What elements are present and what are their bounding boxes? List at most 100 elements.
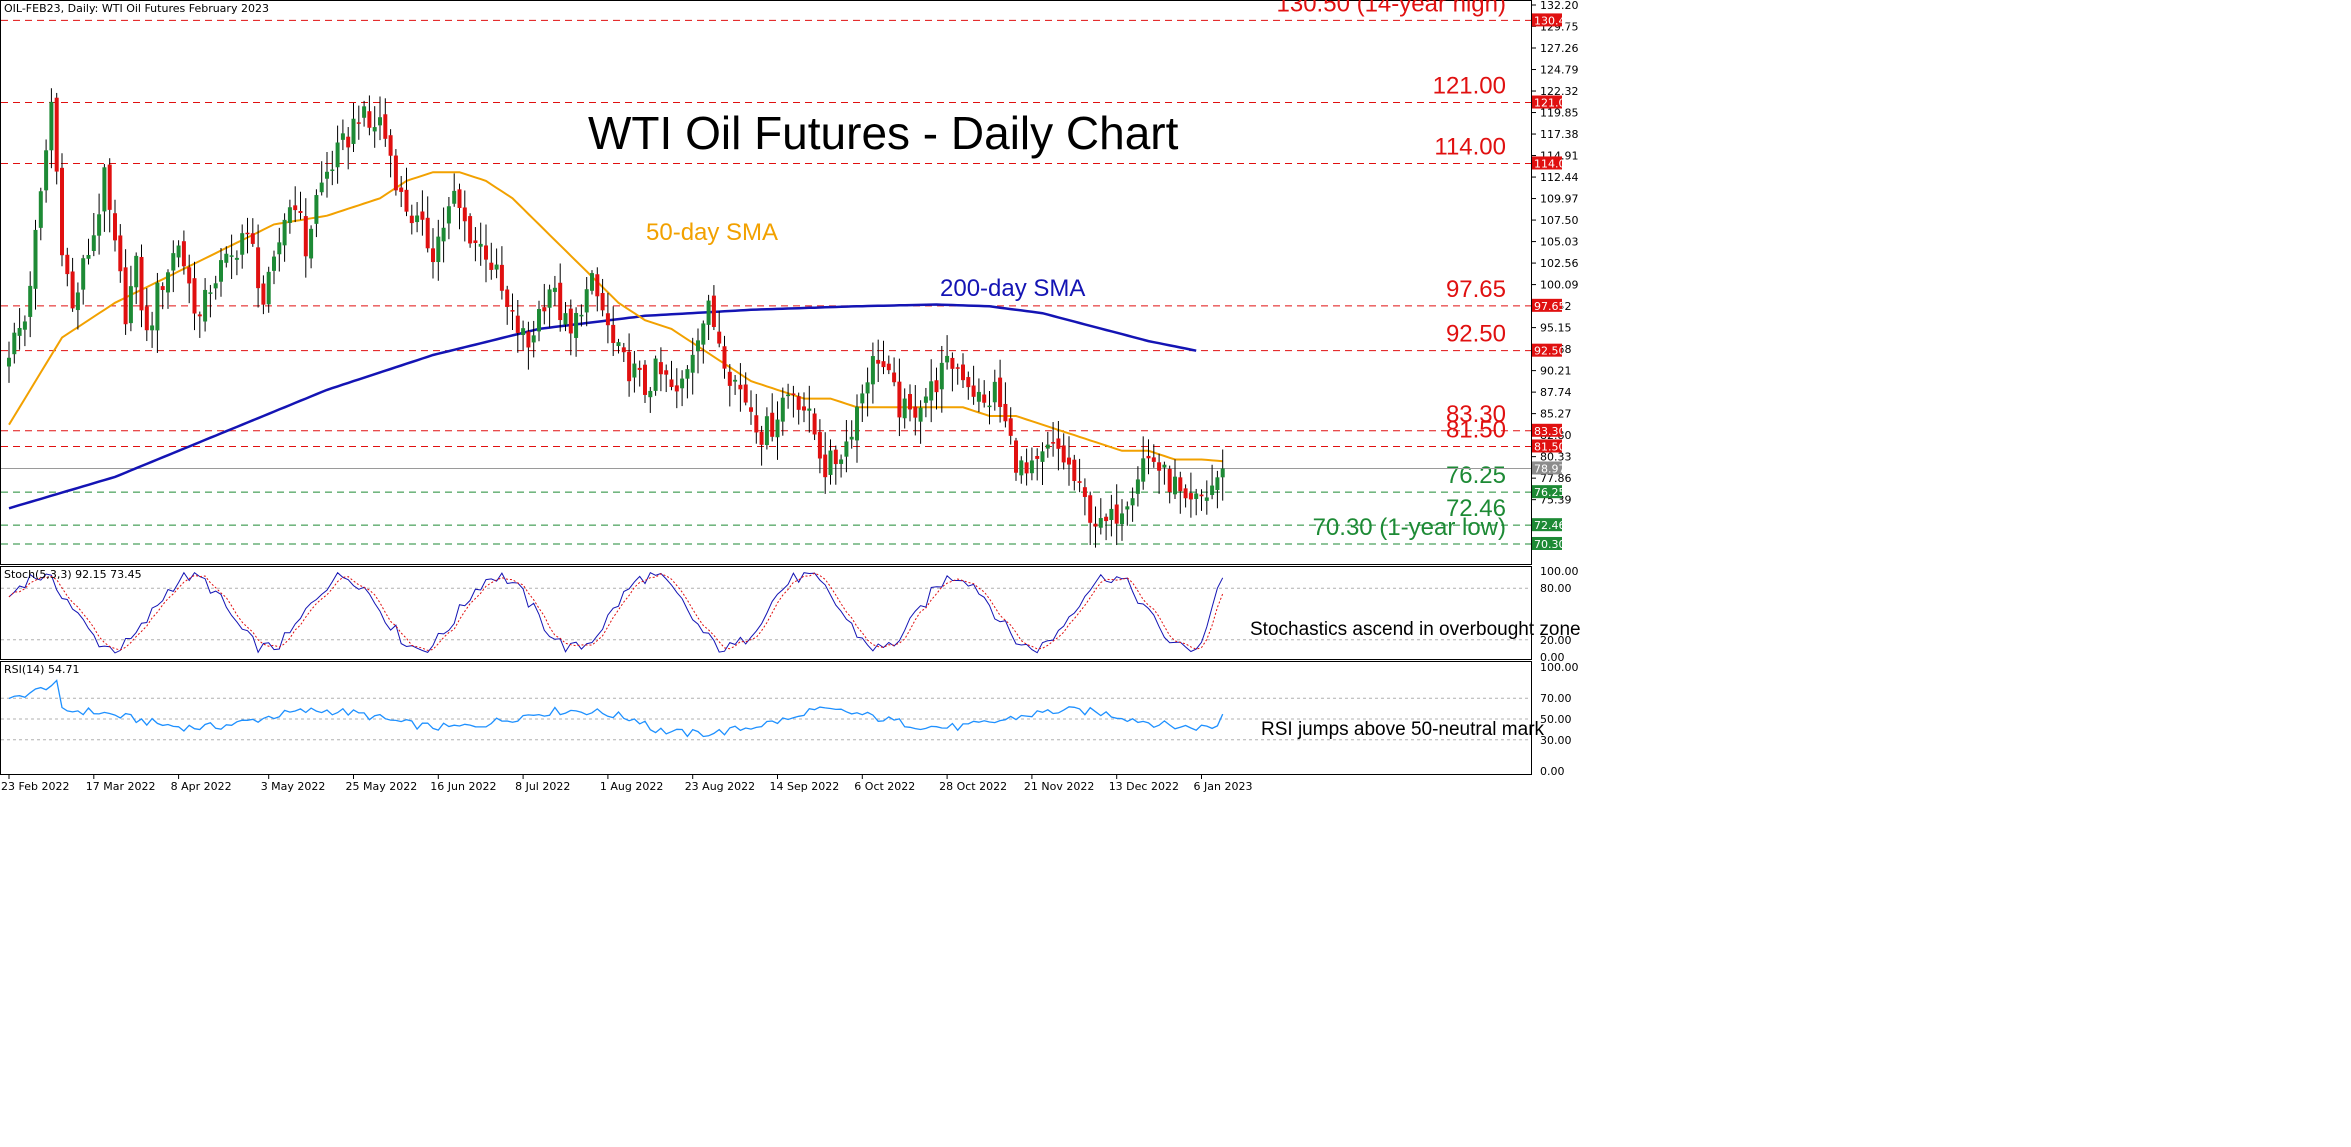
candle-body xyxy=(97,214,102,236)
candle-50 xyxy=(272,250,276,285)
sma50-label: 50-day SMA xyxy=(646,219,778,246)
candle-body xyxy=(287,207,292,223)
candle-body xyxy=(802,406,806,411)
candle-body xyxy=(123,267,128,325)
candle-body xyxy=(839,459,844,464)
candle-152 xyxy=(812,408,817,441)
candle-body xyxy=(658,362,663,375)
candle-24 xyxy=(134,252,139,305)
candle-body xyxy=(1220,468,1225,478)
candle-body xyxy=(743,384,748,403)
candle-body xyxy=(780,397,785,422)
candle-44 xyxy=(240,224,245,269)
candle-body xyxy=(860,393,865,404)
candle-body xyxy=(1008,418,1013,436)
price-tick-label-10: 107.50 xyxy=(1540,214,1579,227)
candle-63 xyxy=(340,119,345,151)
candle-body xyxy=(844,441,849,457)
candle-11 xyxy=(65,247,70,287)
candle-body xyxy=(817,432,822,459)
last-price-tag: 78.97 xyxy=(1534,462,1566,475)
candle-body xyxy=(462,207,467,222)
candle-83 xyxy=(446,197,451,240)
candle-191 xyxy=(1019,456,1024,484)
candle-body xyxy=(314,195,319,224)
candle-136 xyxy=(727,364,732,407)
candle-199 xyxy=(1061,433,1066,470)
candle-body xyxy=(208,292,213,294)
candle-224 xyxy=(1194,488,1199,516)
candle-body xyxy=(91,235,96,252)
candle-body xyxy=(7,357,11,367)
candle-body xyxy=(987,405,992,408)
candle-body xyxy=(17,327,22,336)
candle-88 xyxy=(473,227,478,262)
candle-body xyxy=(261,283,266,305)
candle-body xyxy=(340,133,345,140)
candle-184 xyxy=(982,380,987,408)
candle-46 xyxy=(250,218,255,247)
candle-151 xyxy=(807,385,812,433)
candle-180 xyxy=(961,353,965,389)
candle-54 xyxy=(293,186,298,223)
price-tag-5: 83.30 xyxy=(1534,425,1566,438)
time-tick-label-3: 3 May 2022 xyxy=(261,780,326,793)
time-tick-label-14: 6 Jan 2023 xyxy=(1194,780,1253,793)
rsi-tick-label-4: 0.00 xyxy=(1540,765,1565,778)
candle-71 xyxy=(383,98,388,147)
candle-body xyxy=(1093,523,1098,527)
candle-26 xyxy=(144,288,149,342)
candle-body xyxy=(409,215,414,224)
candle-body xyxy=(955,367,960,369)
symbol-header: OIL-FEB23, Daily: WTI Oil Futures Februa… xyxy=(4,2,269,15)
candle-182 xyxy=(971,365,976,405)
candle-body xyxy=(425,217,430,249)
candle-77 xyxy=(415,202,420,233)
candle-body xyxy=(547,289,552,308)
candle-132 xyxy=(706,294,711,340)
candle-body xyxy=(277,242,282,255)
price-tick-label-18: 87.74 xyxy=(1540,386,1572,399)
candle-194 xyxy=(1035,448,1040,481)
time-tick-label-12: 21 Nov 2022 xyxy=(1024,780,1094,793)
price-tag-8: 72.46 xyxy=(1534,519,1566,532)
price-tag-7: 76.25 xyxy=(1534,486,1566,499)
candle-3 xyxy=(22,315,27,347)
candle-159 xyxy=(849,420,854,449)
candle-172 xyxy=(918,400,923,444)
candle-36 xyxy=(197,311,202,338)
price-tag-bg-4 xyxy=(1532,343,1562,357)
candle-body xyxy=(388,135,393,156)
candle-body xyxy=(1151,457,1156,462)
candle-211 xyxy=(1125,501,1130,526)
price-tick-label-2: 127.26 xyxy=(1540,42,1579,55)
candle-174 xyxy=(929,359,934,423)
candle-155 xyxy=(828,439,833,485)
candle-10 xyxy=(60,153,64,267)
candle-body xyxy=(998,377,1003,408)
candle-148 xyxy=(791,385,796,418)
candle-169 xyxy=(902,388,907,429)
candle-74 xyxy=(399,175,404,208)
candle-body xyxy=(680,378,685,389)
candle-9 xyxy=(54,92,59,185)
price-tick-label-22: 77.86 xyxy=(1540,472,1572,485)
candle-body xyxy=(590,273,594,291)
candle-body xyxy=(436,236,441,263)
candle-body xyxy=(1162,464,1167,468)
candle-body xyxy=(1003,403,1008,422)
rsi-line xyxy=(8,679,1224,738)
candle-150 xyxy=(802,392,806,423)
chart-title: WTI Oil Futures - Daily Chart xyxy=(588,107,1179,159)
time-tick-label-1: 17 Mar 2022 xyxy=(86,780,156,793)
candle-18 xyxy=(102,164,107,232)
price-tag-1: 121.00 xyxy=(1534,97,1573,110)
candle-body xyxy=(1210,485,1215,495)
price-tick-label-11: 105.03 xyxy=(1540,236,1579,249)
candle-body xyxy=(976,391,981,402)
candle-94 xyxy=(505,285,510,325)
candle-141 xyxy=(754,393,759,444)
candle-body xyxy=(992,381,997,403)
candle-188 xyxy=(1003,382,1008,428)
